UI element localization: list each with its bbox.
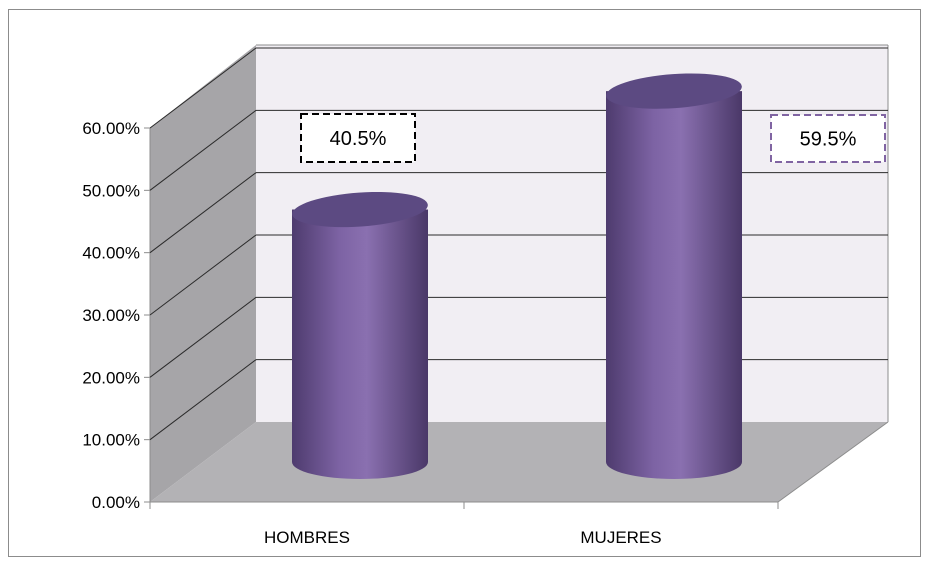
gridline-side	[149, 109, 257, 191]
data-label-text: 59.5%	[800, 129, 857, 151]
data-label: 59.5%	[770, 114, 886, 163]
gridline-side	[149, 359, 257, 441]
bar-body	[606, 91, 742, 479]
y-tick-label: 30.00%	[82, 306, 140, 325]
x-tick-label: HOMBRES	[264, 528, 350, 547]
x-tick-label: MUJERES	[580, 528, 661, 547]
floor-right-edge	[777, 421, 889, 503]
bar-mujeres	[606, 73, 742, 479]
chart-border	[8, 9, 921, 557]
y-tick-label: 40.00%	[82, 244, 140, 263]
gridline-side	[149, 172, 257, 254]
data-label-box	[300, 113, 416, 163]
y-tick-label: 20.00%	[82, 368, 140, 387]
gridline-side	[149, 47, 257, 129]
data-label: 40.5%	[300, 113, 416, 163]
bar-body	[292, 209, 428, 480]
side-wall	[150, 45, 256, 502]
y-tick-label: 60.00%	[82, 119, 140, 138]
bar-top-cap	[292, 191, 428, 228]
y-tick-label: 50.00%	[82, 181, 140, 200]
bar-top-cap	[606, 73, 742, 109]
bar-hombres	[292, 191, 428, 480]
data-label-text: 40.5%	[330, 128, 387, 150]
floor	[150, 422, 888, 502]
gridline-side	[149, 296, 257, 378]
gridline-side	[149, 234, 257, 316]
y-tick-label: 0.00%	[92, 493, 140, 512]
y-tick-label: 10.00%	[82, 431, 140, 450]
data-label-box	[770, 114, 886, 163]
